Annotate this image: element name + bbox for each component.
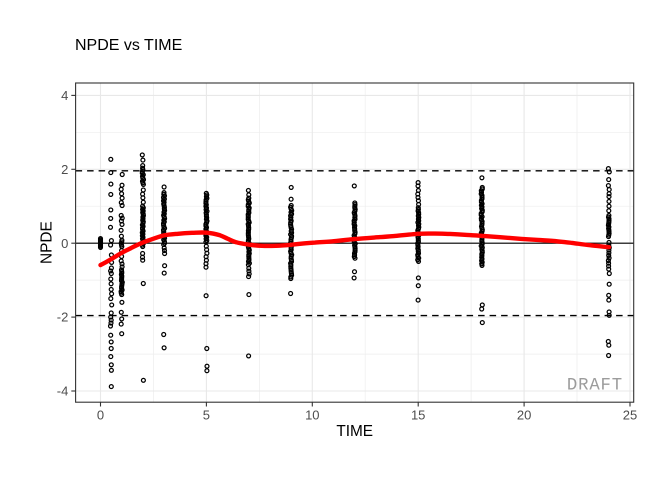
svg-text:10: 10: [305, 408, 319, 423]
svg-text:25: 25: [623, 408, 637, 423]
svg-text:-2: -2: [57, 310, 69, 325]
svg-text:0: 0: [97, 408, 104, 423]
svg-text:NPDE: NPDE: [39, 221, 56, 264]
svg-text:TIME: TIME: [336, 423, 373, 440]
svg-text:2: 2: [61, 162, 68, 177]
svg-text:NPDE vs TIME: NPDE vs TIME: [75, 37, 182, 54]
svg-text:0: 0: [61, 236, 68, 251]
svg-text:DRAFT: DRAFT: [567, 377, 623, 396]
svg-text:20: 20: [517, 408, 531, 423]
svg-text:4: 4: [61, 88, 68, 103]
svg-text:-4: -4: [57, 384, 69, 399]
svg-text:5: 5: [203, 408, 210, 423]
svg-text:15: 15: [411, 408, 425, 423]
